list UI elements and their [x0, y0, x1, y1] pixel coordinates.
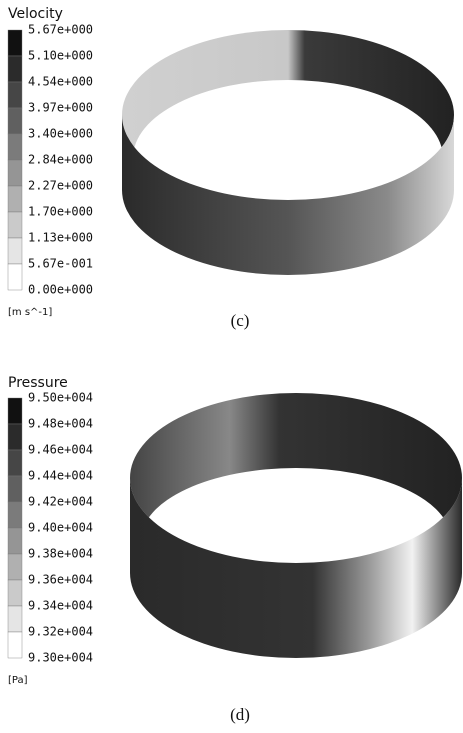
caption: (c): [231, 311, 250, 330]
colorbar-segment: [8, 450, 22, 476]
colorbar-label: 2.27e+000: [28, 179, 93, 193]
colorbar-segment: [8, 632, 22, 658]
colorbar-segment: [8, 30, 22, 56]
colorbar-label: 1.13e+000: [28, 231, 93, 245]
colorbar-label: 2.84e+000: [28, 153, 93, 167]
colorbar-label: 9.46e+004: [28, 443, 93, 457]
ring: [122, 30, 454, 275]
colorbar-segment: [8, 238, 22, 264]
colorbar-label: 4.54e+000: [28, 75, 93, 89]
panel-d: Pressure 9.50e+004 9.48e+004 9.46e+004 9.44…: [8, 375, 462, 724]
colorbar-segment: [8, 580, 22, 606]
colorbar-label: 5.67e+000: [28, 23, 93, 37]
colorbar-label: 3.40e+000: [28, 127, 93, 141]
colorbar-segment: [8, 476, 22, 502]
colorbar-label: 0.00e+000: [28, 283, 93, 297]
caption: (d): [230, 705, 250, 724]
ring: [130, 393, 462, 658]
colorbar-segment: [8, 606, 22, 632]
colorbar-label: 9.44e+004: [28, 469, 93, 483]
colorbar-label: 5.10e+000: [28, 49, 93, 63]
colorbar-label: 9.34e+004: [28, 599, 93, 613]
colorbar-segment: [8, 554, 22, 580]
colorbar-segment: [8, 424, 22, 450]
colorbar-label: 3.97e+000: [28, 101, 93, 115]
colorbar-label: 5.67e-001: [28, 257, 93, 271]
colorbar-segment: [8, 56, 22, 82]
colorbar-segment: [8, 528, 22, 554]
panel-title: Pressure: [8, 375, 68, 391]
colorbar-label: 9.38e+004: [28, 547, 93, 561]
colorbar-label: 1.70e+000: [28, 205, 93, 219]
colorbar-label: 9.36e+004: [28, 573, 93, 587]
colorbar: 9.50e+004 9.48e+004 9.46e+004 9.44e+004 9.42…: [8, 391, 93, 665]
colorbar-segment: [8, 134, 22, 160]
colorbar-segment: [8, 264, 22, 290]
colorbar-label: 9.32e+004: [28, 625, 93, 639]
figure: Velocity 5.67e+000 5.10e+000 4.54e+000 3.97…: [0, 0, 463, 733]
colorbar-segment: [8, 160, 22, 186]
panel-c: Velocity 5.67e+000 5.10e+000 4.54e+000 3.97…: [8, 6, 454, 330]
unit: [m s^-1]: [8, 307, 52, 318]
colorbar-segment: [8, 186, 22, 212]
unit: [Pa]: [8, 675, 28, 686]
colorbar-label: 9.40e+004: [28, 521, 93, 535]
colorbar-segment: [8, 398, 22, 424]
colorbar-label: 9.48e+004: [28, 417, 93, 431]
colorbar-label: 9.42e+004: [28, 495, 93, 509]
colorbar-label: 9.50e+004: [28, 391, 93, 405]
panel-title: Velocity: [8, 6, 63, 22]
colorbar-segment: [8, 82, 22, 108]
colorbar-segment: [8, 212, 22, 238]
colorbar-label: 9.30e+004: [28, 651, 93, 665]
colorbar: 5.67e+000 5.10e+000 4.54e+000 3.97e+000 3.40…: [8, 23, 93, 297]
colorbar-segment: [8, 108, 22, 134]
colorbar-segment: [8, 502, 22, 528]
